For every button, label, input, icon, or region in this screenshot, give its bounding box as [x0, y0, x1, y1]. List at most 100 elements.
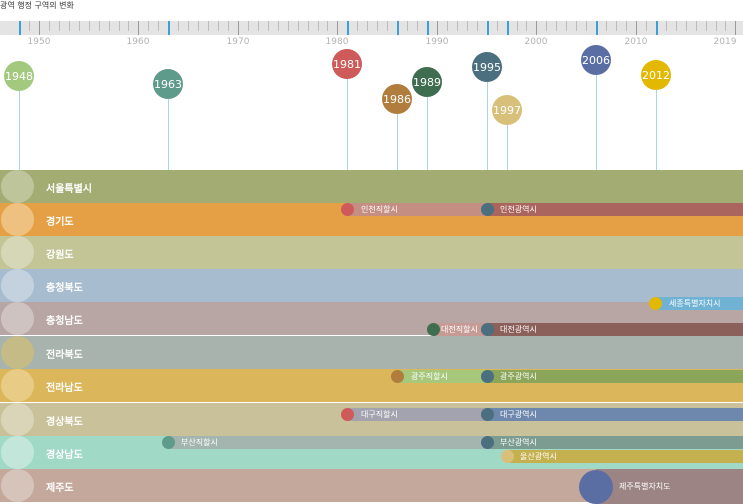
band-chungnam: 충청남도: [0, 302, 743, 335]
ruler-tick: [517, 21, 518, 31]
dot-daegu-jikhal: [341, 408, 354, 421]
ruler-tick: [696, 21, 697, 31]
ruler-tick: [477, 21, 478, 31]
band-circle: [1, 203, 34, 236]
seg-daegu-gwangyeok: [487, 408, 743, 421]
band-label-jeonnam: 전라남도: [46, 383, 83, 394]
ruler-tick: [526, 21, 527, 31]
band-label-gyeonggi: 경기도: [46, 217, 74, 228]
dot-incheon-gwangyeok: [481, 203, 494, 216]
event-bubble-1963: 1963: [153, 69, 183, 99]
ruler-tick: [725, 21, 726, 31]
ruler-tick: [298, 21, 299, 31]
label-daejeon-gwangyeok: 대전광역시: [500, 325, 537, 334]
label-ulsan: 울산광역시: [520, 452, 557, 461]
ruler-tick-event: [656, 21, 658, 35]
ruler-tick: [59, 21, 60, 31]
ruler-tick: [89, 21, 90, 31]
ruler-tick: [716, 21, 717, 31]
event-line-1995: [487, 82, 488, 170]
band-gangwon: 강원도: [0, 236, 743, 269]
label-gwangju-jikhal: 광주직할시: [411, 372, 448, 381]
ruler-tick: [706, 21, 707, 31]
ruler-tick: [616, 21, 617, 31]
ruler-tick-event: [347, 21, 349, 35]
ruler-tick: [148, 21, 149, 31]
seg-gwangju-gwangyeok: [487, 370, 743, 383]
band-circle: [1, 302, 34, 335]
dot-sejong: [649, 297, 662, 310]
ruler-tick: [278, 21, 279, 31]
event-line-2012: [656, 90, 657, 170]
year-label: 2019: [713, 37, 737, 47]
event-line-1997: [507, 125, 508, 170]
ruler-tick: [686, 21, 687, 31]
year-label: 2000: [524, 37, 548, 47]
ruler-tick-event: [487, 21, 489, 35]
ruler-tick: [457, 21, 458, 31]
ruler-tick-event: [596, 21, 598, 35]
ruler-tick: [646, 21, 647, 31]
ruler-tick: [327, 21, 328, 31]
ruler-tick: [119, 21, 120, 31]
dot-gwangju-gwangyeok: [481, 370, 494, 383]
band-circle: [1, 436, 34, 469]
event-bubble-2006: 2006: [581, 45, 611, 75]
ruler-tick: [387, 21, 388, 31]
ruler-tick: [337, 21, 338, 35]
dot-jeju-special: [579, 470, 613, 504]
ruler-tick: [606, 21, 607, 31]
band-circle: [1, 403, 34, 436]
ruler-tick: [417, 21, 418, 31]
ruler-tick: [79, 21, 80, 31]
ruler-tick: [367, 21, 368, 31]
event-bubble-2012: 2012: [641, 60, 671, 90]
band-seoul: 서울특별시: [0, 170, 743, 203]
ruler-tick: [39, 21, 40, 35]
seg-daejeon-jikhal: [433, 323, 487, 336]
ruler-tick: [357, 21, 358, 31]
ruler-tick: [158, 21, 159, 31]
chart-title: 광역 행정 구역의 변화: [0, 1, 74, 10]
event-bubble-1989: 1989: [412, 67, 442, 97]
seg-gwangju-jikhal: [397, 370, 487, 383]
label-daejeon-jikhal: 대전직할시: [441, 325, 478, 334]
ruler-tick: [308, 21, 309, 31]
band-circle: [1, 369, 34, 402]
ruler-tick: [556, 21, 557, 31]
band-jeonbuk: 전라북도: [0, 336, 743, 369]
ruler-tick: [188, 21, 189, 31]
ruler-tick: [536, 21, 537, 35]
ruler-tick: [497, 21, 498, 31]
band-label-seoul: 서울특별시: [46, 184, 92, 195]
ruler-tick: [437, 21, 438, 35]
ruler-tick: [586, 21, 587, 31]
ruler-tick: [735, 21, 736, 35]
ruler-tick: [228, 21, 229, 31]
year-label: 1960: [126, 37, 150, 47]
label-busan-gwangyeok: 부산광역시: [500, 438, 537, 447]
ruler-tick: [178, 21, 179, 31]
event-line-1986: [397, 114, 398, 170]
band-circle: [1, 269, 34, 302]
dot-gwangju-jikhal: [391, 370, 404, 383]
dot-ulsan: [501, 450, 514, 463]
ruler-tick: [546, 21, 547, 31]
seg-incheon-jikhal: [347, 203, 487, 216]
ruler-tick-event: [168, 21, 170, 35]
dot-incheon-jikhal: [341, 203, 354, 216]
label-daegu-jikhal: 대구직할시: [361, 410, 398, 419]
label-daegu-gwangyeok: 대구광역시: [500, 410, 537, 419]
ruler-tick: [467, 21, 468, 31]
ruler-tick: [109, 21, 110, 31]
ruler-tick: [218, 21, 219, 31]
seg-incheon-gwangyeok: [487, 203, 743, 216]
ruler-tick-event: [507, 21, 509, 35]
label-jeju-special: 제주특별자치도: [619, 482, 671, 491]
ruler-tick-event: [397, 21, 399, 35]
ruler-tick: [99, 21, 100, 31]
timeline-ruler: [0, 21, 743, 35]
ruler-tick: [636, 21, 637, 35]
band-label-gyeongbuk: 경상북도: [46, 417, 83, 428]
event-bubble-1986: 1986: [382, 84, 412, 114]
